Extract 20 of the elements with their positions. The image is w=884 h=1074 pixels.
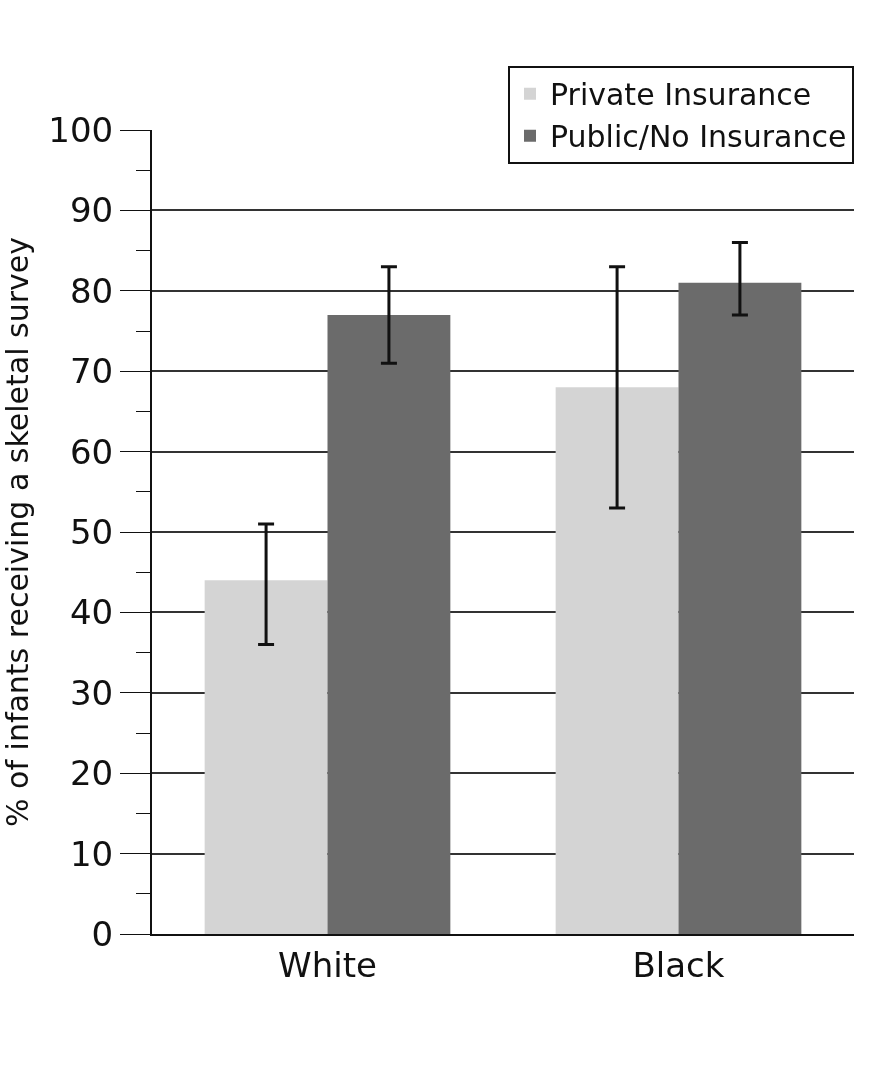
bar xyxy=(204,580,328,934)
y-tick-label: 80 xyxy=(69,270,114,311)
bar xyxy=(678,282,802,934)
y-tick-label: 50 xyxy=(69,511,114,552)
y-tick-label: 100 xyxy=(48,109,114,150)
x-tick-label: White xyxy=(278,944,377,985)
y-tick-label: 70 xyxy=(69,351,114,392)
bar xyxy=(555,387,679,934)
y-tick-label: 40 xyxy=(69,592,114,633)
y-tick-label: 10 xyxy=(69,833,114,874)
bar xyxy=(327,314,451,934)
legend-label: Private Insurance xyxy=(550,77,812,113)
y-axis-title: % of infants receiving a skeletal survey xyxy=(0,237,35,827)
y-tick-label: 0 xyxy=(91,913,114,954)
y-tick-label: 60 xyxy=(69,431,114,472)
y-tick-label: 20 xyxy=(69,753,114,794)
legend-label: Public/No Insurance xyxy=(550,119,847,155)
y-tick-label: 30 xyxy=(69,672,114,713)
y-tick-label: 90 xyxy=(69,190,114,231)
x-tick-label: Black xyxy=(632,944,725,985)
